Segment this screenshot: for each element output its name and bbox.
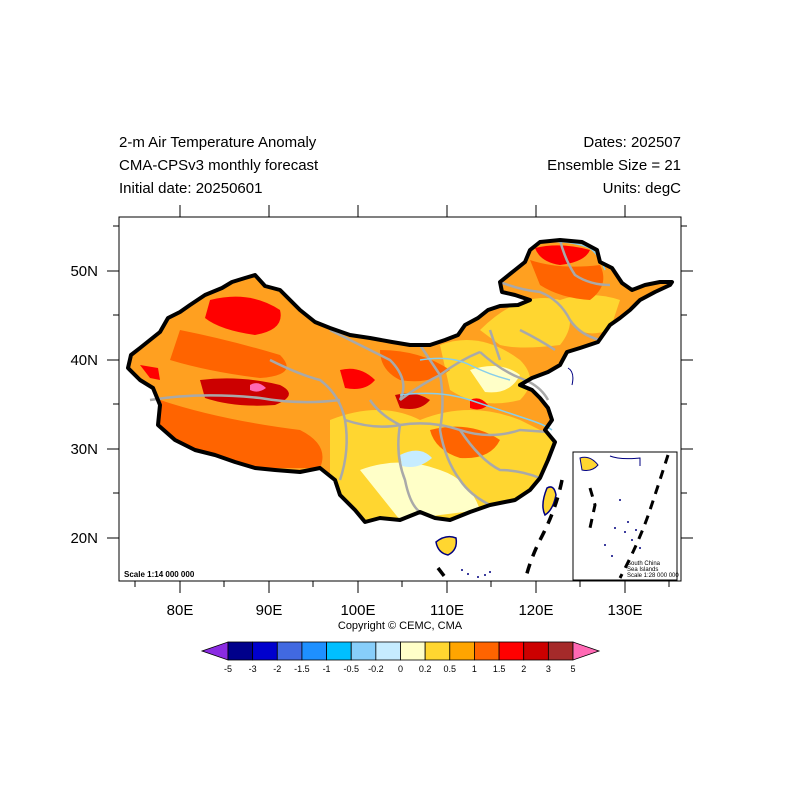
colorbar-label: -2 (273, 664, 281, 674)
colorbar-box (474, 641, 500, 661)
china-border (126, 238, 674, 524)
province-boundaries (149, 239, 611, 514)
colorbar-box (400, 641, 426, 661)
lat-label: 30N (70, 441, 98, 458)
coastline (567, 367, 574, 386)
colorbar-high-cap (572, 641, 601, 661)
colorbar-label: 0.2 (419, 664, 432, 674)
colorbar-box (301, 641, 327, 661)
lat-label: 50N (70, 263, 98, 280)
forecast-dates: Dates: 202507 (583, 134, 681, 151)
inset-scale: Scale 1:28 000 000 (627, 573, 679, 579)
units-label: Units: degC (602, 180, 681, 197)
colorbar-box (227, 641, 254, 661)
lon-label: 80E (167, 602, 194, 619)
header-right: Dates: 202507 Ensemble Size = 21 Units: … (547, 131, 681, 200)
colorbar-box (498, 641, 525, 661)
colorbar-label: 5 (570, 664, 575, 674)
colorbar-low-cap (200, 641, 229, 661)
colorbar-box (424, 641, 451, 661)
colorbar-label: -0.5 (343, 664, 359, 674)
colorbar-label: -1 (323, 664, 331, 674)
colorbar-box (375, 641, 401, 661)
latitude-labels: 50N 40N 30N 20N (70, 263, 98, 547)
colorbar-label: 1.5 (493, 664, 506, 674)
colorbar-box (523, 641, 549, 661)
taiwan-island (542, 486, 557, 517)
colorbar-box (276, 641, 303, 661)
axis-ticks (107, 205, 693, 593)
map-scale: Scale 1:14 000 000 (124, 570, 195, 579)
header-left: 2-m Air Temperature Anomaly CMA-CPSv3 mo… (119, 131, 318, 200)
ensemble-size: Ensemble Size = 21 (547, 157, 681, 174)
small-islands (461, 569, 491, 578)
hainan-island (435, 535, 458, 556)
colorbar-label: -1.5 (294, 664, 310, 674)
colorbar-label: 0 (398, 664, 403, 674)
colorbar-label: 1 (472, 664, 477, 674)
south-china-sea-inset: South China Sea Islands Scale 1:28 000 0… (572, 451, 679, 581)
lon-label: 120E (518, 602, 553, 619)
colorbar: -5 -3 -2 -1.5 -1 -0.5 -0.2 0 0.2 0.5 1 1.5 2 3 5 (200, 641, 601, 674)
colorbar-label: 0.5 (444, 664, 457, 674)
lon-label: 90E (256, 602, 283, 619)
initial-date: Initial date: 20250601 (119, 180, 263, 197)
colorbar-box (252, 641, 278, 661)
lon-label: 100E (340, 602, 375, 619)
dashed-boundary (436, 479, 564, 583)
colorbar-label: -3 (249, 664, 257, 674)
inset-label-2: Sea Islands (627, 567, 658, 573)
copyright-text: Copyright © CEMC, CMA (337, 620, 463, 632)
lon-label: 130E (607, 602, 642, 619)
lat-label: 40N (70, 352, 98, 369)
colorbar-label: 2 (521, 664, 526, 674)
inset-label-1: South China (627, 561, 661, 567)
colorbar-box (449, 641, 475, 661)
colorbar-box (350, 641, 377, 661)
model-name: CMA-CPSv3 monthly forecast (119, 157, 319, 174)
chart-title: 2-m Air Temperature Anomaly (119, 134, 317, 151)
colorbar-box (547, 641, 574, 661)
lat-label: 20N (70, 530, 98, 547)
colorbar-label: -5 (224, 664, 232, 674)
colorbar-box (326, 641, 352, 661)
longitude-labels: 80E 90E 100E 110E 120E 130E (167, 602, 643, 619)
colorbar-label: 3 (546, 664, 551, 674)
colorbar-label: -0.2 (368, 664, 384, 674)
lon-label: 110E (430, 602, 464, 619)
